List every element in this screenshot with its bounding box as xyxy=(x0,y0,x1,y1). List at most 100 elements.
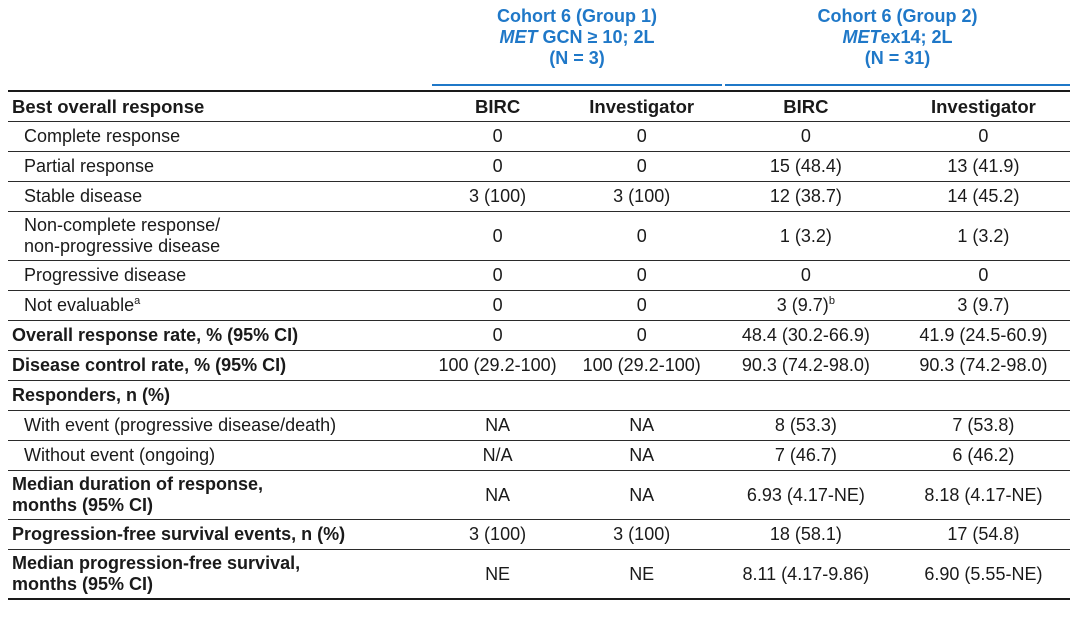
row-label-line1: Non-complete response/ xyxy=(24,215,221,235)
row-label: Responders, n (%) xyxy=(8,380,427,411)
row-label: Disease control rate, % (95% CI) xyxy=(8,350,427,381)
row-label: Complete response xyxy=(8,121,427,152)
cohort2-title: Cohort 6 (Group 2) xyxy=(817,6,978,26)
cohort1-underline xyxy=(432,84,722,86)
cell: NA xyxy=(426,410,569,441)
row-label-line2: months (95% CI) xyxy=(12,574,154,594)
results-table: Best overall response BIRC Investigator … xyxy=(8,90,1070,600)
cohort2-header: Cohort 6 (Group 2) METex14; 2L (N = 31) xyxy=(725,6,1070,69)
cohort1-header: Cohort 6 (Group 1) MET GCN ≥ 10; 2L (N =… xyxy=(432,6,722,69)
cell: 17 (54.8) xyxy=(896,519,1070,550)
cell: N/A xyxy=(426,440,569,471)
row-label: Overall response rate, % (95% CI) xyxy=(8,320,427,351)
cell: 18 (58.1) xyxy=(714,519,897,550)
cell: 0 xyxy=(568,260,715,291)
cell: 8.18 (4.17-NE) xyxy=(896,470,1070,520)
cell: 0 xyxy=(568,121,715,152)
footnote-marker: b xyxy=(828,295,835,307)
cell-text: 3 (9.7) xyxy=(776,295,829,315)
cell: NE xyxy=(426,549,569,600)
cell: 0 xyxy=(426,211,569,261)
col-header-birc-1: BIRC xyxy=(426,90,569,122)
table-row: Median progression-free survival, months … xyxy=(8,549,1070,600)
cell: 0 xyxy=(896,121,1070,152)
cell: 0 xyxy=(896,260,1070,291)
cell: 1 (3.2) xyxy=(896,211,1070,261)
cell: 6.93 (4.17-NE) xyxy=(714,470,897,520)
table-row: Median duration of response, months (95% … xyxy=(8,470,1070,520)
cell: 1 (3.2) xyxy=(714,211,897,261)
cell: 6 (46.2) xyxy=(896,440,1070,471)
cell: 0 xyxy=(568,151,715,182)
cohort1-n: (N = 3) xyxy=(549,48,605,68)
table-row: Partial response 0 0 15 (48.4) 13 (41.9) xyxy=(8,151,1070,182)
cell: 90.3 (74.2-98.0) xyxy=(896,350,1070,381)
table-row: Progressive disease 0 0 0 0 xyxy=(8,260,1070,291)
row-label-line1: Median progression-free survival, xyxy=(12,553,301,573)
cell: 3 (100) xyxy=(426,519,569,550)
cell: 0 xyxy=(714,260,897,291)
row-label: With event (progressive disease/death) xyxy=(8,410,427,441)
row-label-line2: non-progressive disease xyxy=(24,236,221,256)
row-label: Progression-free survival events, n (%) xyxy=(8,519,427,550)
cell xyxy=(426,380,569,411)
row-label: Median progression-free survival, months … xyxy=(8,549,427,600)
row-label: Non-complete response/non-progressive di… xyxy=(8,211,427,261)
row-label-line2: months (95% CI) xyxy=(12,495,154,515)
cell: 0 xyxy=(714,121,897,152)
cell: 3 (100) xyxy=(568,181,715,212)
cell: 100 (29.2-100) xyxy=(568,350,715,381)
table-row: Not evaluablea 0 0 3 (9.7)b 3 (9.7) xyxy=(8,290,1070,321)
col-header-investigator-1: Investigator xyxy=(568,90,715,122)
row-label-text: Not evaluable xyxy=(24,295,135,315)
col-header-birc-2: BIRC xyxy=(714,90,897,122)
cell: 7 (46.7) xyxy=(714,440,897,471)
cell xyxy=(896,380,1070,411)
cell: 100 (29.2-100) xyxy=(426,350,569,381)
cell: 8.11 (4.17-9.86) xyxy=(714,549,897,600)
row-label: Progressive disease xyxy=(8,260,427,291)
cell: 0 xyxy=(426,121,569,152)
row-label-line1: Median duration of response, xyxy=(12,474,264,494)
cell: 15 (48.4) xyxy=(714,151,897,182)
row-label: Without event (ongoing) xyxy=(8,440,427,471)
cell: 3 (9.7) xyxy=(896,290,1070,321)
cell: 0 xyxy=(426,151,569,182)
table-row: Disease control rate, % (95% CI) 100 (29… xyxy=(8,350,1070,381)
table-row: Without event (ongoing) N/A NA 7 (46.7) … xyxy=(8,440,1070,471)
cohort2-subtitle: METex14; 2L xyxy=(842,27,953,47)
col-header-investigator-2: Investigator xyxy=(896,90,1070,122)
table-row: Overall response rate, % (95% CI) 0 0 48… xyxy=(8,320,1070,351)
cell: 48.4 (30.2-66.9) xyxy=(714,320,897,351)
cell: 0 xyxy=(426,290,569,321)
row-title: Best overall response xyxy=(8,90,427,122)
cell: 0 xyxy=(426,260,569,291)
table-row: With event (progressive disease/death) N… xyxy=(8,410,1070,441)
cell: NA xyxy=(568,440,715,471)
cohort1-subtitle: MET GCN ≥ 10; 2L xyxy=(499,27,655,47)
cell: 3 (100) xyxy=(426,181,569,212)
cell: 0 xyxy=(568,320,715,351)
cell: 8 (53.3) xyxy=(714,410,897,441)
table-row: Complete response 0 0 0 0 xyxy=(8,121,1070,152)
cell: NA xyxy=(568,470,715,520)
column-header-row: Best overall response BIRC Investigator … xyxy=(8,90,1070,122)
cohort1-title: Cohort 6 (Group 1) xyxy=(497,6,657,26)
cell: 3 (100) xyxy=(568,519,715,550)
cell xyxy=(568,380,715,411)
row-label: Stable disease xyxy=(8,181,427,212)
cell: 13 (41.9) xyxy=(896,151,1070,182)
cell: 12 (38.7) xyxy=(714,181,897,212)
cell: 90.3 (74.2-98.0) xyxy=(714,350,897,381)
cell: 0 xyxy=(568,211,715,261)
table-row: Non-complete response/non-progressive di… xyxy=(8,211,1070,261)
footnote-marker: a xyxy=(134,295,141,307)
table-row: Responders, n (%) xyxy=(8,380,1070,411)
cohort2-n: (N = 31) xyxy=(864,48,931,68)
row-label: Median duration of response, months (95% … xyxy=(8,470,427,520)
cell: 3 (9.7)b xyxy=(714,290,897,321)
cell: 14 (45.2) xyxy=(896,181,1070,212)
row-label: Partial response xyxy=(8,151,427,182)
cell: NE xyxy=(568,549,715,600)
